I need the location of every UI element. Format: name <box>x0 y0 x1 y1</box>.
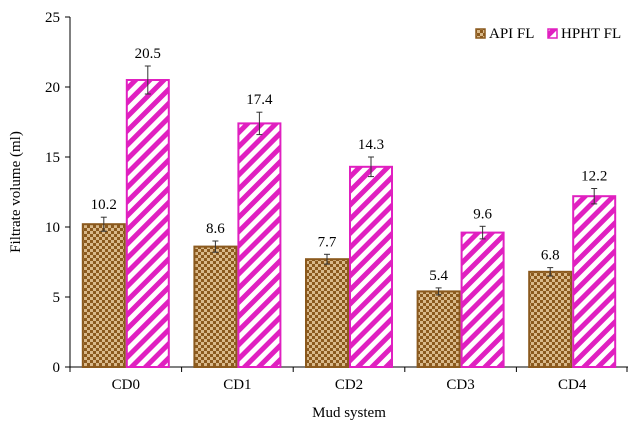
bar-hpht-fl <box>125 79 170 368</box>
bar-hpht-fl <box>237 122 282 369</box>
bar-hpht-fl <box>349 165 393 368</box>
x-tick-label: CD3 <box>446 377 474 393</box>
x-tick-label: CD1 <box>223 377 251 393</box>
legend: API FL HPHT FL <box>475 26 621 42</box>
data-label: 6.8 <box>541 248 560 264</box>
x-tick-label: CD4 <box>558 377 587 393</box>
legend-swatch-hpht-fl <box>547 28 558 39</box>
bars: 10.2 20.5 8.6 17.4 7.7 14.3 5.4 9.6 6.8 12.2 <box>81 46 617 369</box>
data-label: 10.2 <box>91 197 117 213</box>
legend-item-api-fl: API FL <box>475 26 534 42</box>
y-tick-label: 10 <box>45 220 60 236</box>
y-axis-ticks: 0 5 10 15 20 25 <box>45 10 70 376</box>
y-tick-label: 20 <box>45 80 60 96</box>
data-label: 9.6 <box>473 206 492 222</box>
plot-area: 0 5 10 15 20 25 CD0 CD1 CD2 CD3 CD4 10.2 20.5 8.6 17… <box>45 10 628 393</box>
legend-swatch-api-fl <box>475 28 486 39</box>
bar-api-fl <box>416 290 461 368</box>
x-tick-label: CD0 <box>112 377 140 393</box>
y-axis-title: Filtrate volume (ml) <box>8 131 24 253</box>
data-label: 14.3 <box>358 137 384 153</box>
data-label: 5.4 <box>429 268 448 284</box>
data-label: 17.4 <box>246 92 273 108</box>
legend-item-hpht-fl: HPHT FL <box>547 26 621 42</box>
data-label: 8.6 <box>206 221 225 237</box>
bar-hpht-fl <box>460 231 505 368</box>
legend-label-hpht-fl: HPHT FL <box>561 26 621 42</box>
bar-api-fl <box>193 245 238 369</box>
x-axis-title: Mud system <box>312 405 386 421</box>
y-tick-label: 0 <box>53 360 61 376</box>
data-label: 20.5 <box>135 46 161 62</box>
bar-api-fl <box>528 270 573 368</box>
y-tick-label: 15 <box>45 150 60 166</box>
x-axis-ticks: CD0 CD1 CD2 CD3 CD4 <box>69 367 628 393</box>
bar-api-fl <box>81 223 126 368</box>
data-label: 7.7 <box>318 234 337 250</box>
bar-hpht-fl <box>572 195 617 368</box>
legend-label-api-fl: API FL <box>489 26 534 42</box>
x-tick-label: CD2 <box>335 377 363 393</box>
y-tick-label: 25 <box>45 10 60 26</box>
bar-api-fl <box>305 258 349 369</box>
y-tick-label: 5 <box>53 290 61 306</box>
data-label: 12.2 <box>581 169 607 185</box>
